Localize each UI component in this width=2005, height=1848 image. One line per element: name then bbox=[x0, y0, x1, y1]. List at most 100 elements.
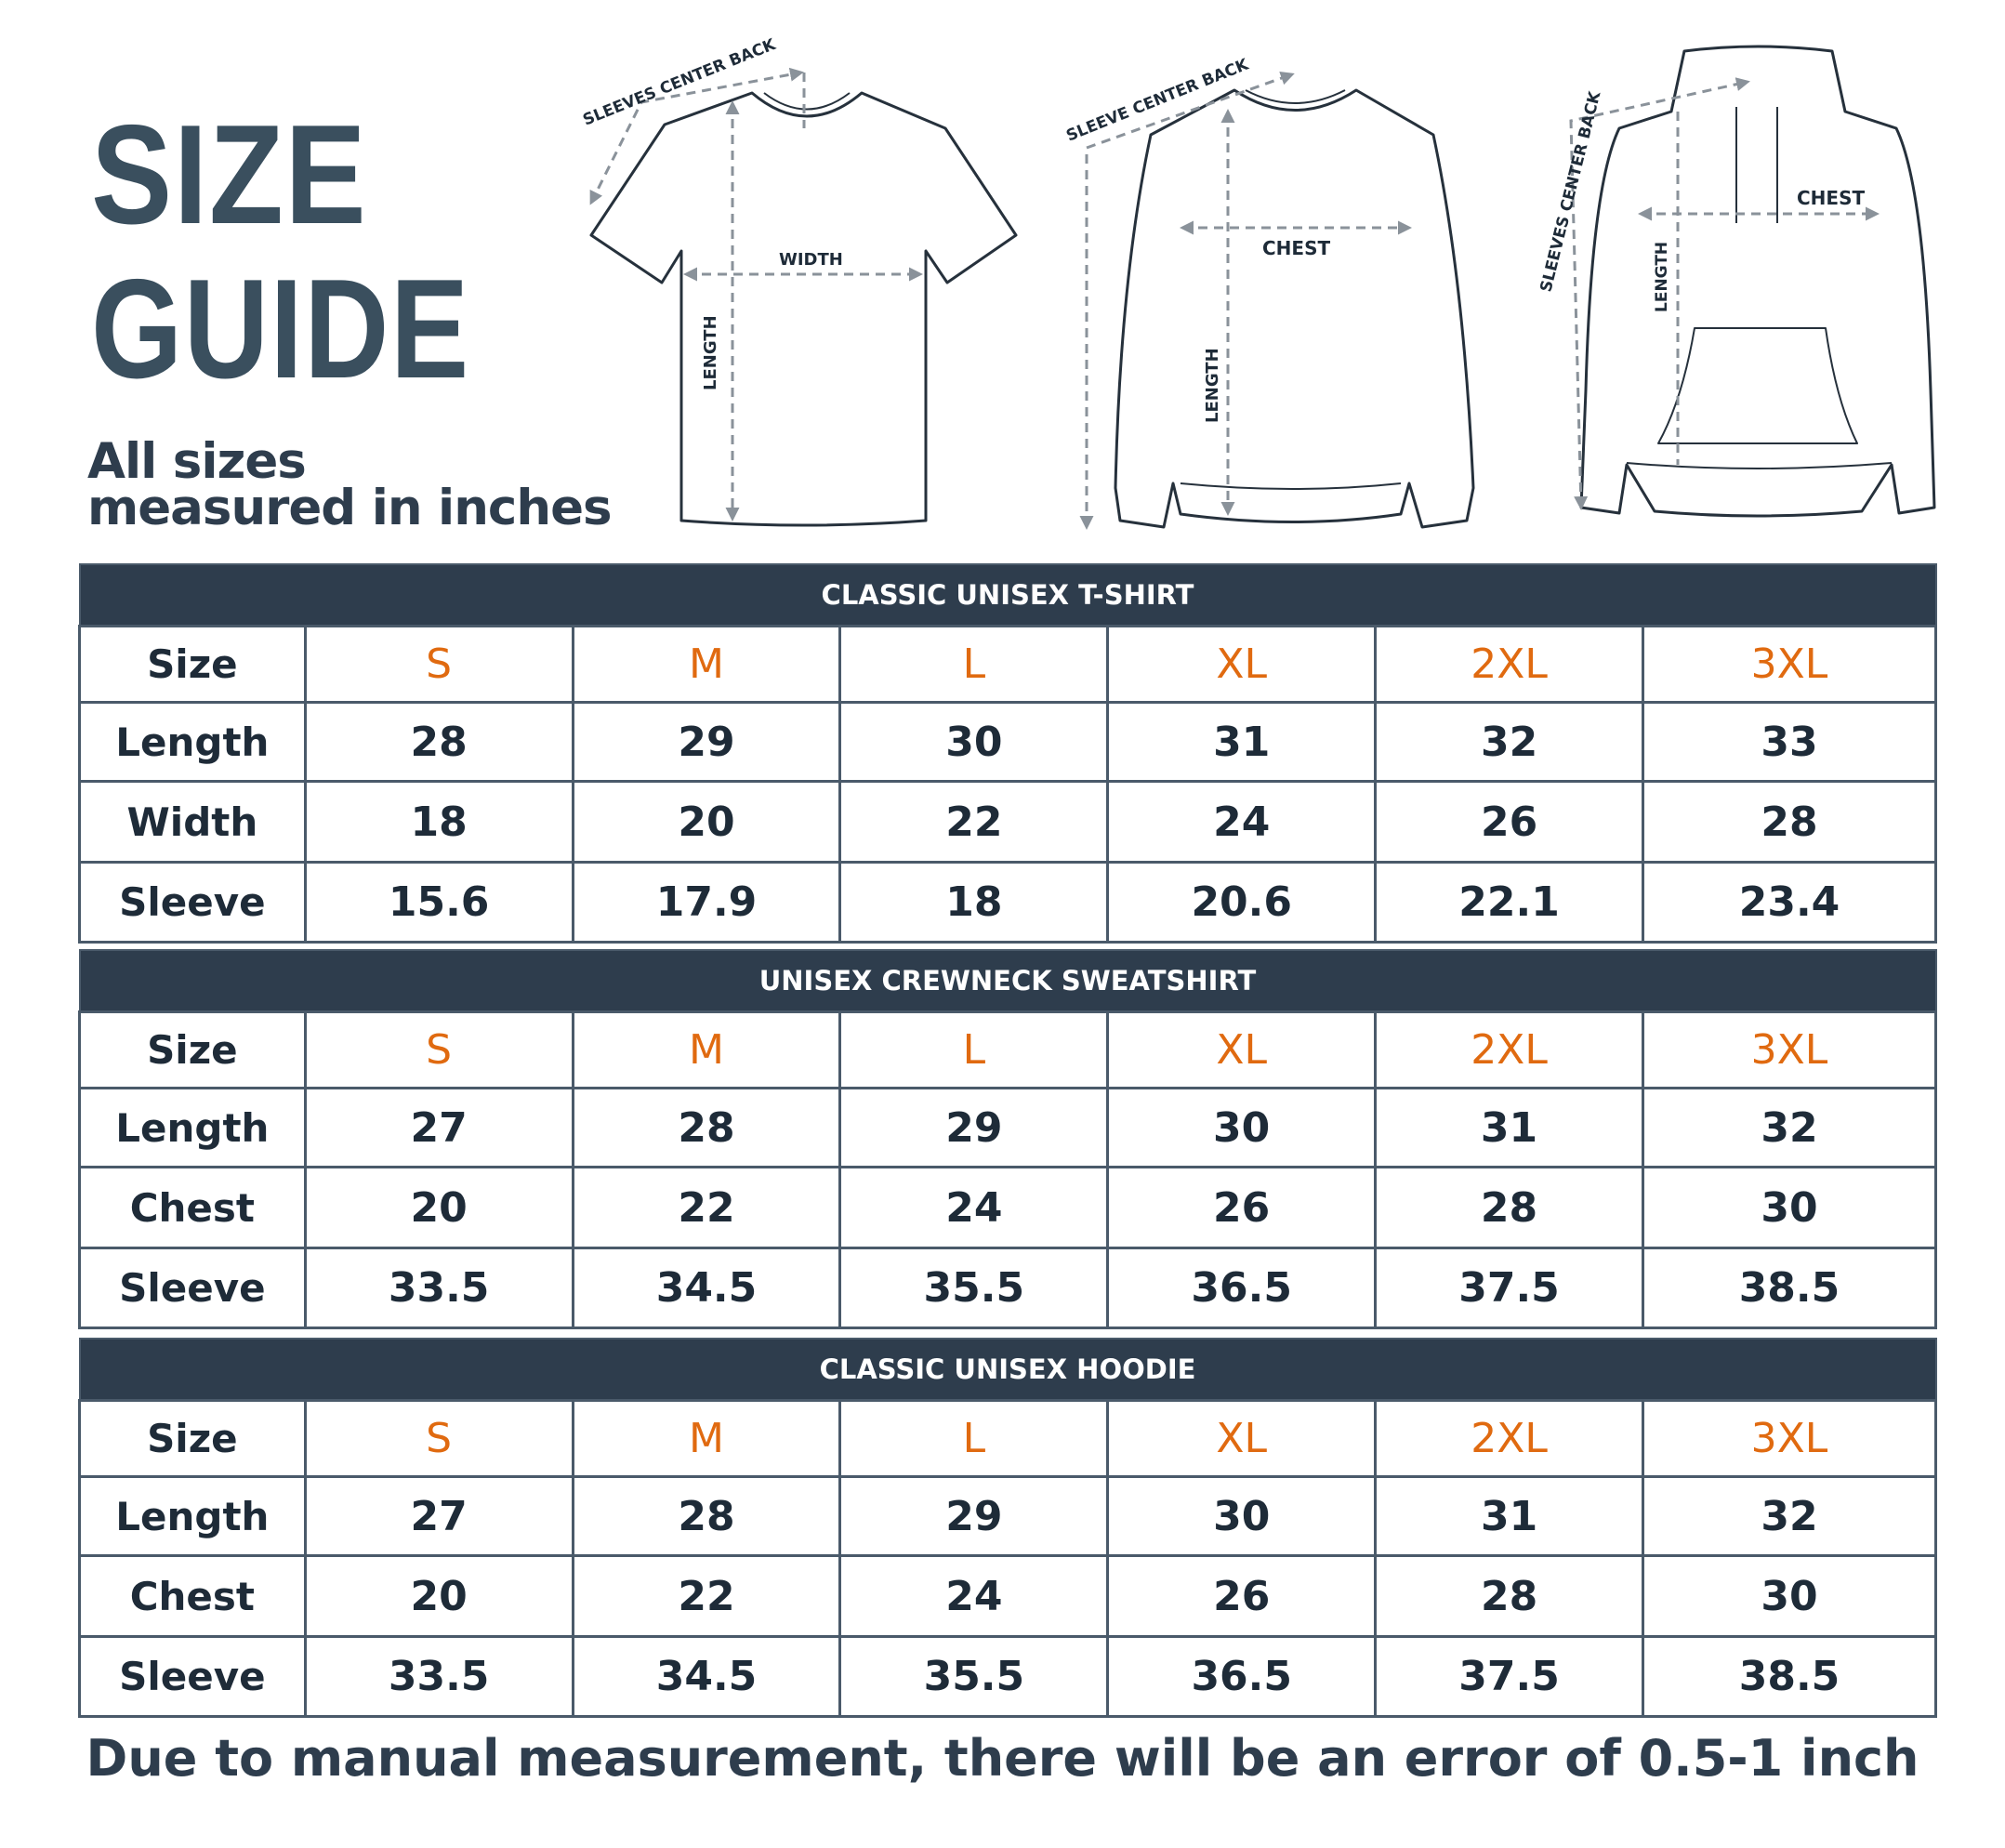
measurement-cell: 18 bbox=[303, 780, 574, 864]
tshirt-width-label: WIDTH bbox=[779, 250, 843, 270]
hoodie-illustration bbox=[1579, 45, 1936, 518]
sweatshirt-length-label: LENGTH bbox=[1203, 348, 1222, 423]
table-row-length: Length 27 28 29 30 31 32 bbox=[78, 1475, 1937, 1557]
measurement-cell: 22 bbox=[571, 1554, 842, 1638]
measurement-cell: 30 bbox=[1641, 1166, 1938, 1249]
measurement-cell: 34.5 bbox=[571, 1247, 842, 1329]
measurement-cell: 24 bbox=[1106, 780, 1378, 864]
measurement-cell: 29 bbox=[571, 701, 842, 783]
tshirt-size-table: CLASSIC UNISEX T-SHIRT Size S M L XL 2XL 3XL Len… bbox=[78, 563, 1937, 944]
size-header-3xl: 3XL bbox=[1642, 625, 1937, 704]
measurement-cell: 20 bbox=[303, 1166, 574, 1249]
measurement-cell: 27 bbox=[303, 1475, 574, 1557]
size-header-3xl: 3XL bbox=[1642, 1399, 1937, 1478]
measurement-cell: 32 bbox=[1642, 1475, 1937, 1557]
measurement-cell: 26 bbox=[1106, 1554, 1378, 1638]
size-row: Size S M L XL 2XL 3XL bbox=[78, 1399, 1937, 1478]
size-header-3xl: 3XL bbox=[1641, 1010, 1938, 1089]
garment-illustrations: SLEEVES CENTER BACK WIDTH LENGTH SLEEVE … bbox=[580, 35, 1936, 530]
measurement-cell: 31 bbox=[1374, 1475, 1645, 1557]
size-header-m: M bbox=[571, 1010, 842, 1089]
measurement-cell: 33.5 bbox=[303, 1635, 574, 1718]
measurement-cell: 36.5 bbox=[1106, 1247, 1378, 1329]
size-header-l: L bbox=[838, 1010, 1110, 1089]
hoodie-length-label: LENGTH bbox=[1653, 242, 1671, 312]
table-row-sleeve: Sleeve 33.5 34.5 35.5 36.5 37.5 38.5 bbox=[78, 1635, 1937, 1718]
table-title: CLASSIC UNISEX HOODIE bbox=[78, 1338, 1937, 1402]
measurement-cell: 38.5 bbox=[1642, 1635, 1937, 1718]
size-header-m: M bbox=[571, 625, 842, 704]
measurement-cell: 28 bbox=[1642, 780, 1937, 864]
measurement-cell: 18 bbox=[838, 861, 1110, 944]
table-row-sleeve: Sleeve 33.5 34.5 35.5 36.5 37.5 38.5 bbox=[78, 1247, 1938, 1329]
size-header-xl: XL bbox=[1106, 625, 1378, 704]
measurement-disclaimer: Due to manual measurement, there will be… bbox=[86, 1729, 1919, 1788]
row-label: Sleeve bbox=[78, 1635, 307, 1718]
title-guide: GUIDE bbox=[91, 250, 470, 408]
size-row: Size S M L XL 2XL 3XL bbox=[78, 1010, 1938, 1089]
measurement-cell: 22 bbox=[571, 1166, 842, 1249]
size-header-xl: XL bbox=[1106, 1399, 1378, 1478]
measurement-cell: 22.1 bbox=[1374, 861, 1645, 944]
hoodie-chest-label: CHEST bbox=[1797, 187, 1865, 209]
size-header-xl: XL bbox=[1106, 1010, 1378, 1089]
measurement-cell: 28 bbox=[1374, 1166, 1644, 1249]
title-size: SIZE bbox=[91, 96, 368, 254]
measurement-cell: 15.6 bbox=[303, 861, 574, 944]
row-label: Length bbox=[78, 1087, 307, 1168]
row-label: Size bbox=[78, 1010, 307, 1089]
sweatshirt-illustration bbox=[1114, 88, 1475, 529]
measurement-cell: 30 bbox=[1106, 1087, 1378, 1168]
measurement-cell: 35.5 bbox=[838, 1247, 1110, 1329]
measurement-cell: 30 bbox=[838, 701, 1110, 783]
measurement-cell: 28 bbox=[571, 1087, 842, 1168]
row-label: Chest bbox=[78, 1554, 307, 1638]
measurement-cell: 26 bbox=[1374, 780, 1645, 864]
size-header-s: S bbox=[303, 1399, 574, 1478]
size-header-s: S bbox=[303, 1010, 574, 1089]
row-label: Length bbox=[78, 1475, 307, 1557]
measurement-cell: 20 bbox=[303, 1554, 574, 1638]
hoodie-size-table: CLASSIC UNISEX HOODIE Size S M L XL 2XL 3XL Leng… bbox=[78, 1338, 1937, 1718]
measurement-cell: 32 bbox=[1374, 701, 1645, 783]
row-label: Size bbox=[78, 625, 307, 704]
table-row-width: Width 18 20 22 24 26 28 bbox=[78, 780, 1937, 864]
measurement-cell: 32 bbox=[1641, 1087, 1938, 1168]
measurement-cell: 31 bbox=[1374, 1087, 1644, 1168]
measurement-cell: 37.5 bbox=[1374, 1247, 1644, 1329]
row-label: Length bbox=[78, 701, 307, 783]
measurement-cell: 31 bbox=[1106, 701, 1378, 783]
measurement-cell: 26 bbox=[1106, 1166, 1378, 1249]
size-header-2xl: 2XL bbox=[1374, 1010, 1644, 1089]
tshirt-illustration bbox=[589, 91, 1018, 527]
measurement-cell: 28 bbox=[1374, 1554, 1645, 1638]
measurement-cell: 22 bbox=[838, 780, 1110, 864]
measurement-cell: 33 bbox=[1642, 701, 1937, 783]
size-header-s: S bbox=[303, 625, 574, 704]
size-header-2xl: 2XL bbox=[1374, 1399, 1645, 1478]
sweatshirt-chest-label: CHEST bbox=[1262, 237, 1330, 259]
measurement-cell: 28 bbox=[571, 1475, 842, 1557]
table-title: UNISEX CREWNECK SWEATSHIRT bbox=[78, 949, 1937, 1013]
measurement-cell: 34.5 bbox=[571, 1635, 842, 1718]
measurement-cell: 37.5 bbox=[1374, 1635, 1645, 1718]
table-row-sleeve: Sleeve 15.6 17.9 18 20.6 22.1 23.4 bbox=[78, 861, 1937, 944]
measurement-cell: 29 bbox=[838, 1087, 1110, 1168]
size-header-l: L bbox=[838, 625, 1110, 704]
measurement-cell: 30 bbox=[1106, 1475, 1378, 1557]
measurement-cell: 38.5 bbox=[1641, 1247, 1938, 1329]
row-label: Width bbox=[78, 780, 307, 864]
measurement-cell: 23.4 bbox=[1642, 861, 1937, 944]
measurement-cell: 29 bbox=[838, 1475, 1110, 1557]
subtitle-line2: measured in inches bbox=[87, 480, 613, 536]
measurement-cell: 36.5 bbox=[1106, 1635, 1378, 1718]
measurement-cell: 35.5 bbox=[838, 1635, 1110, 1718]
measurement-cell: 20 bbox=[571, 780, 842, 864]
measurement-cell: 27 bbox=[303, 1087, 574, 1168]
subtitle-line1: All sizes bbox=[87, 433, 307, 490]
table-row-length: Length 27 28 29 30 31 32 bbox=[78, 1087, 1938, 1168]
table-row-length: Length 28 29 30 31 32 33 bbox=[78, 701, 1937, 783]
table-row-chest: Chest 20 22 24 26 28 30 bbox=[78, 1554, 1937, 1638]
measurement-cell: 24 bbox=[838, 1554, 1110, 1638]
size-header-m: M bbox=[571, 1399, 842, 1478]
